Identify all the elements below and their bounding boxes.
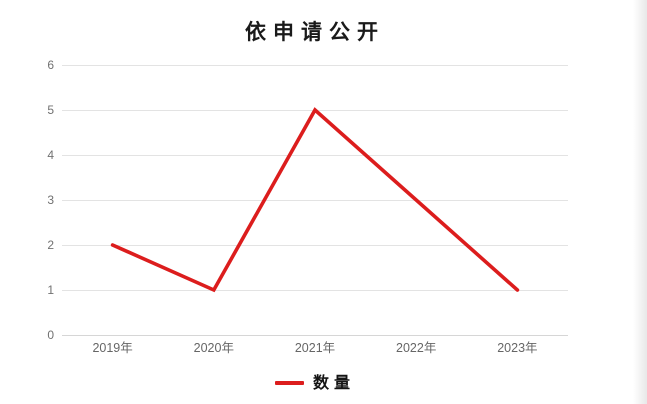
- x-tick-label-2021年: 2021年: [294, 341, 336, 355]
- legend-line-swatch: [274, 381, 304, 385]
- x-tick-label-2020年: 2020年: [193, 341, 234, 355]
- y-tick-label-5: 5: [47, 103, 54, 117]
- line-series-svg: [110, 107, 520, 293]
- y-tick-label-2: 2: [47, 238, 54, 252]
- y-tick-label-0: 0: [47, 328, 54, 342]
- y-tick-label-4: 4: [47, 148, 54, 162]
- legend-label: 数量: [312, 373, 355, 392]
- gridline-y-6: [62, 64, 568, 66]
- chart-legend: 数量: [62, 372, 568, 394]
- chart-title: 依申请公开: [245, 19, 385, 44]
- gridline-y-0: [62, 334, 568, 336]
- x-tick-label-2023年: 2023年: [497, 341, 538, 355]
- gridline-y-2: [62, 244, 568, 246]
- x-tick-label-2019年: 2019年: [92, 341, 133, 355]
- gridline-y-3: [62, 199, 568, 201]
- gridline-y-1: [62, 289, 568, 291]
- gridline-y-4: [62, 154, 568, 156]
- y-tick-label-3: 3: [47, 193, 54, 207]
- series-line-数量: [110, 107, 520, 293]
- y-tick-label-1: 1: [47, 283, 54, 297]
- y-tick-label-6: 6: [47, 58, 54, 72]
- x-tick-label-2022年: 2022年: [396, 341, 437, 355]
